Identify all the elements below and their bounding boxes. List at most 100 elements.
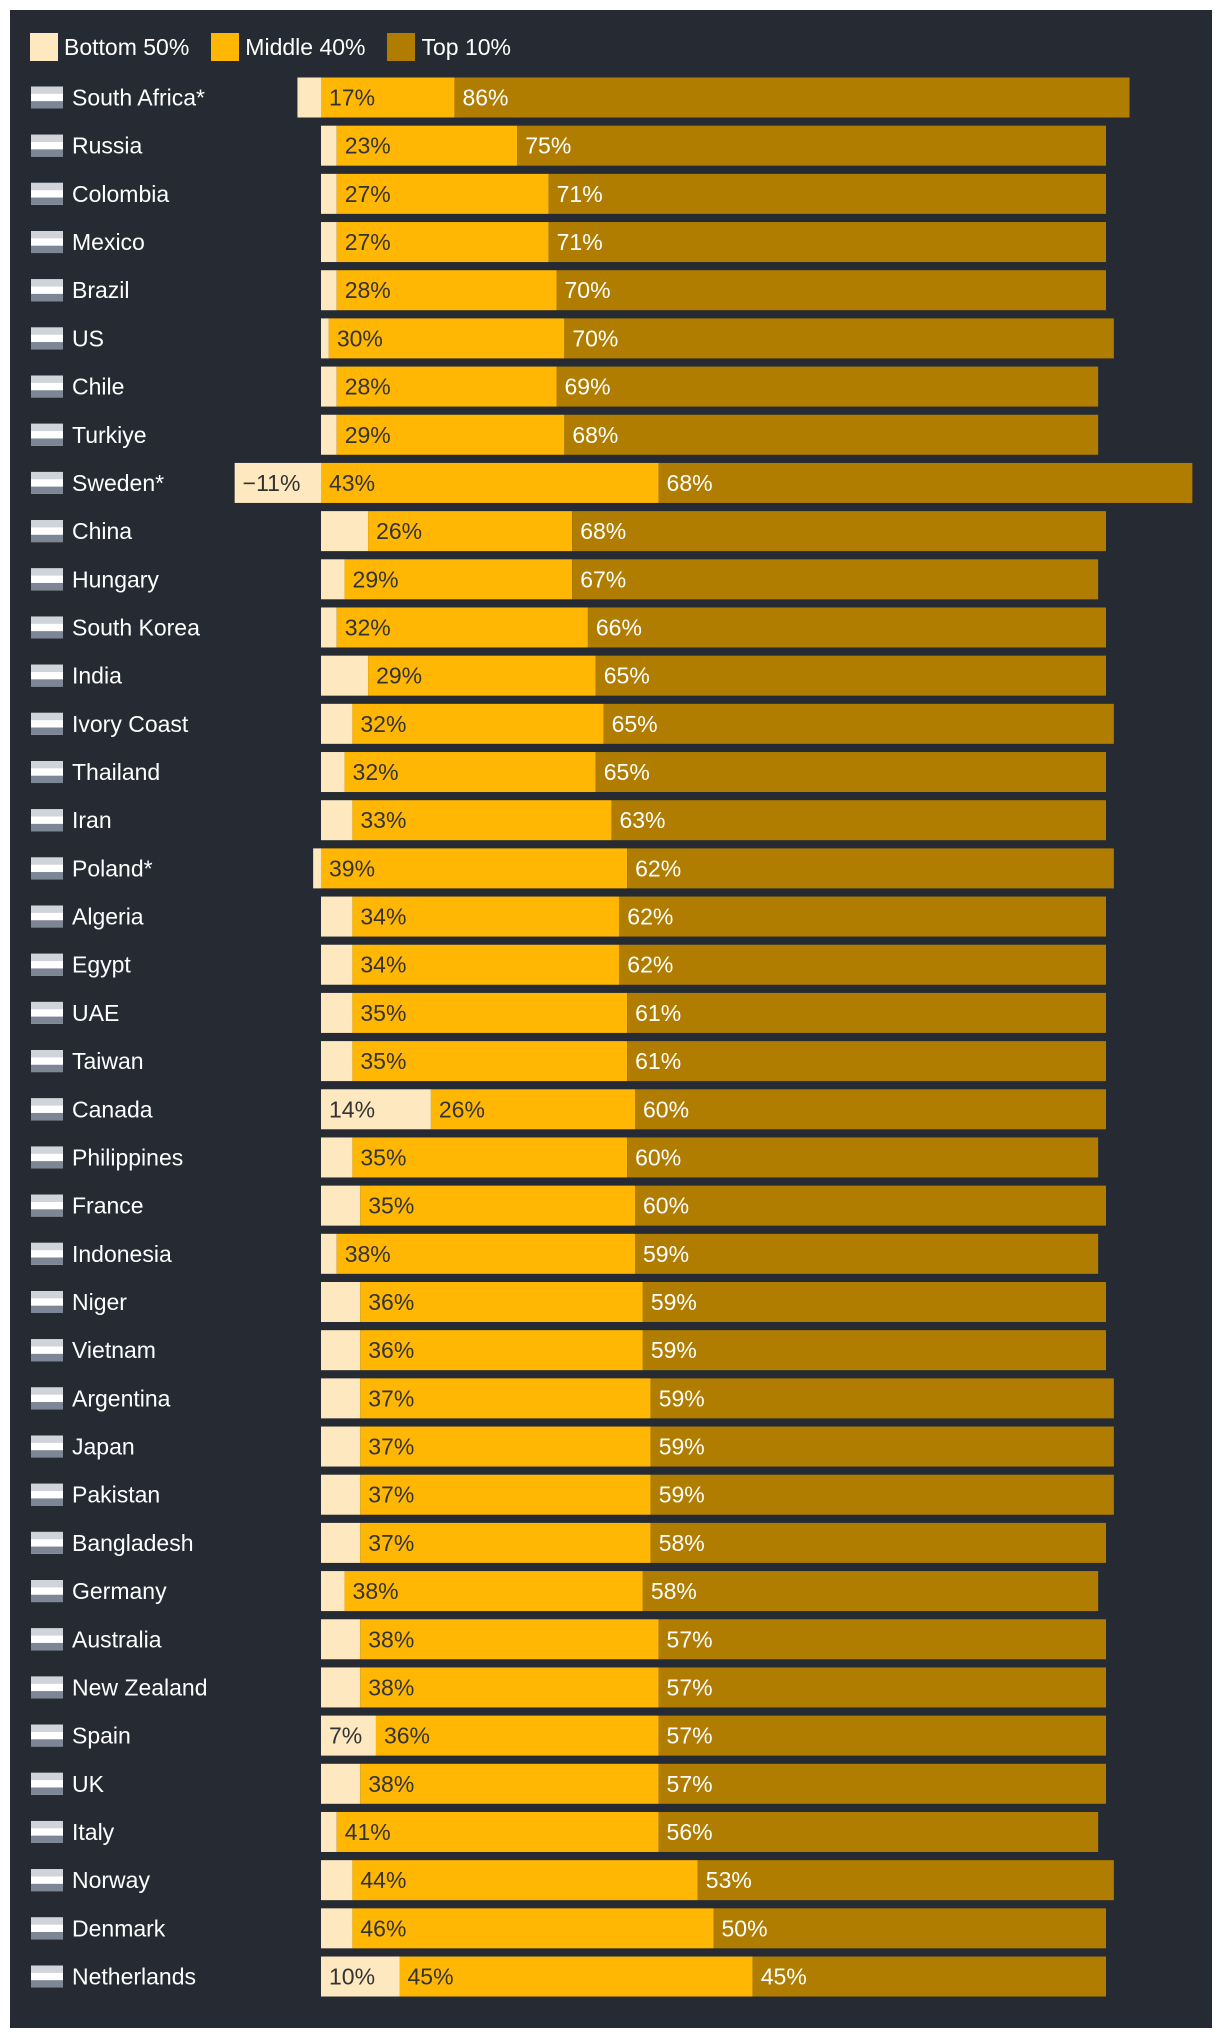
bar-segment-bottom-50 bbox=[321, 414, 337, 455]
bar-segment-bottom-50 bbox=[321, 1330, 361, 1371]
australia-flag-icon bbox=[31, 1628, 63, 1651]
flag-stripe bbox=[31, 1883, 63, 1892]
bar-segment-top-10 bbox=[627, 848, 1114, 889]
flag-stripe bbox=[31, 1112, 63, 1121]
country-label: Brazil bbox=[72, 277, 130, 303]
country-label: Chile bbox=[72, 374, 124, 400]
legend-item-bottom-50: Bottom 50% bbox=[30, 33, 189, 61]
bar-segment-bottom-50 bbox=[321, 1041, 353, 1082]
bar-segment-middle-40 bbox=[368, 655, 596, 696]
bar-segment-top-10 bbox=[619, 896, 1106, 937]
data-label-top-10: 57% bbox=[667, 1723, 713, 1749]
country-label: Netherlands bbox=[72, 1964, 196, 1990]
bar-segment-top-10 bbox=[454, 77, 1130, 118]
data-label-top-10: 57% bbox=[667, 1674, 713, 1700]
bar-segment-bottom-50 bbox=[321, 1282, 361, 1322]
bar-segment-middle-40 bbox=[336, 222, 549, 263]
data-label-top-10: 61% bbox=[635, 1000, 681, 1026]
flag-stripe bbox=[31, 279, 63, 287]
thailand-flag-icon bbox=[31, 761, 63, 784]
data-label-middle-40: 35% bbox=[360, 1000, 406, 1026]
bar-segment-top-10 bbox=[556, 270, 1106, 311]
flag-stripe bbox=[31, 1242, 63, 1251]
denmark-flag-icon bbox=[31, 1917, 63, 1940]
flag-stripe bbox=[31, 1676, 63, 1684]
bar-segment-bottom-50 bbox=[321, 1426, 361, 1467]
us-flag-icon bbox=[31, 327, 63, 350]
data-label-middle-40: 27% bbox=[345, 229, 391, 255]
country-label: Russia bbox=[72, 133, 143, 159]
bar-segment-top-10 bbox=[587, 607, 1106, 648]
flag-stripe bbox=[31, 486, 63, 494]
country-label: Algeria bbox=[72, 904, 144, 930]
flag-stripe bbox=[31, 86, 63, 94]
bar-segment-middle-40 bbox=[360, 1282, 643, 1322]
data-label-bottom-50: 14% bbox=[329, 1096, 375, 1122]
data-label-top-10: 56% bbox=[667, 1819, 713, 1845]
bar-segment-bottom-50 bbox=[321, 1908, 353, 1949]
flag-stripe bbox=[31, 1980, 63, 1988]
data-label-middle-40: 36% bbox=[368, 1337, 414, 1363]
data-label-middle-40: 37% bbox=[368, 1482, 414, 1508]
data-label-middle-40: 26% bbox=[376, 518, 422, 544]
new-zealand-flag-icon bbox=[31, 1676, 63, 1699]
data-label-top-10: 68% bbox=[572, 422, 618, 448]
bar-segment-bottom-50 bbox=[321, 125, 337, 166]
data-label-middle-40: 29% bbox=[345, 422, 391, 448]
data-label-top-10: 53% bbox=[706, 1867, 752, 1893]
flag-stripe bbox=[31, 1194, 63, 1202]
flag-stripe bbox=[31, 1402, 63, 1410]
flag-stripe bbox=[31, 872, 63, 880]
bar-segment-bottom-50 bbox=[321, 366, 337, 407]
pakistan-flag-icon bbox=[31, 1483, 63, 1506]
flag-stripe bbox=[31, 809, 63, 817]
bar-segment-top-10 bbox=[642, 1330, 1106, 1371]
philippines-flag-icon bbox=[31, 1146, 63, 1169]
bar-segment-bottom-50 bbox=[321, 1185, 361, 1226]
bar-segment-bottom-50 bbox=[321, 607, 337, 648]
country-label: Japan bbox=[72, 1434, 135, 1460]
turkiye-flag-icon bbox=[31, 423, 63, 446]
flag-stripe bbox=[31, 327, 63, 335]
flag-stripe bbox=[31, 1965, 63, 1973]
bar-segment-bottom-50 bbox=[321, 511, 369, 552]
bar-segment-middle-40 bbox=[336, 173, 549, 214]
country-label: Colombia bbox=[72, 181, 169, 207]
country-label: Denmark bbox=[72, 1915, 166, 1941]
flag-stripe bbox=[31, 727, 63, 735]
bar-segment-middle-40 bbox=[336, 1811, 659, 1852]
data-label-middle-40: 35% bbox=[360, 1144, 406, 1170]
bar-segment-bottom-50 bbox=[321, 944, 353, 985]
data-label-middle-40: 17% bbox=[329, 85, 375, 111]
country-label: Bangladesh bbox=[72, 1530, 194, 1556]
bar-segment-bottom-50 bbox=[321, 1571, 345, 1612]
data-label-middle-40: 46% bbox=[360, 1915, 406, 1941]
bar-segment-middle-40 bbox=[352, 1137, 628, 1178]
country-label: Pakistan bbox=[72, 1482, 160, 1508]
bar-segment-bottom-50 bbox=[321, 270, 337, 311]
bar-segment-middle-40 bbox=[360, 1185, 635, 1226]
country-label: Australia bbox=[72, 1626, 162, 1652]
bar-segment-bottom-50 bbox=[321, 1763, 361, 1804]
japan-flag-icon bbox=[31, 1435, 63, 1458]
flag-stripe bbox=[31, 534, 63, 543]
bar-segment-middle-40 bbox=[321, 462, 659, 503]
flag-stripe bbox=[31, 1580, 63, 1588]
country-label: Thailand bbox=[72, 759, 160, 785]
bar-segment-bottom-50 bbox=[313, 848, 321, 889]
bar-segment-middle-40 bbox=[352, 944, 620, 985]
flag-stripe bbox=[31, 1016, 63, 1024]
flag-stripe bbox=[31, 1531, 63, 1540]
flag-stripe bbox=[31, 1098, 63, 1106]
data-label-top-10: 60% bbox=[643, 1193, 689, 1219]
country-label: US bbox=[72, 325, 104, 351]
country-label: Turkiye bbox=[72, 422, 147, 448]
flag-stripe bbox=[31, 197, 63, 205]
data-label-middle-40: 34% bbox=[360, 952, 406, 978]
italy-flag-icon bbox=[31, 1820, 63, 1843]
flag-stripe bbox=[31, 520, 63, 528]
flag-stripe bbox=[31, 1820, 63, 1829]
bar-segment-top-10 bbox=[697, 1860, 1114, 1901]
bar-segment-bottom-50 bbox=[321, 703, 353, 744]
country-label: Philippines bbox=[72, 1144, 183, 1170]
